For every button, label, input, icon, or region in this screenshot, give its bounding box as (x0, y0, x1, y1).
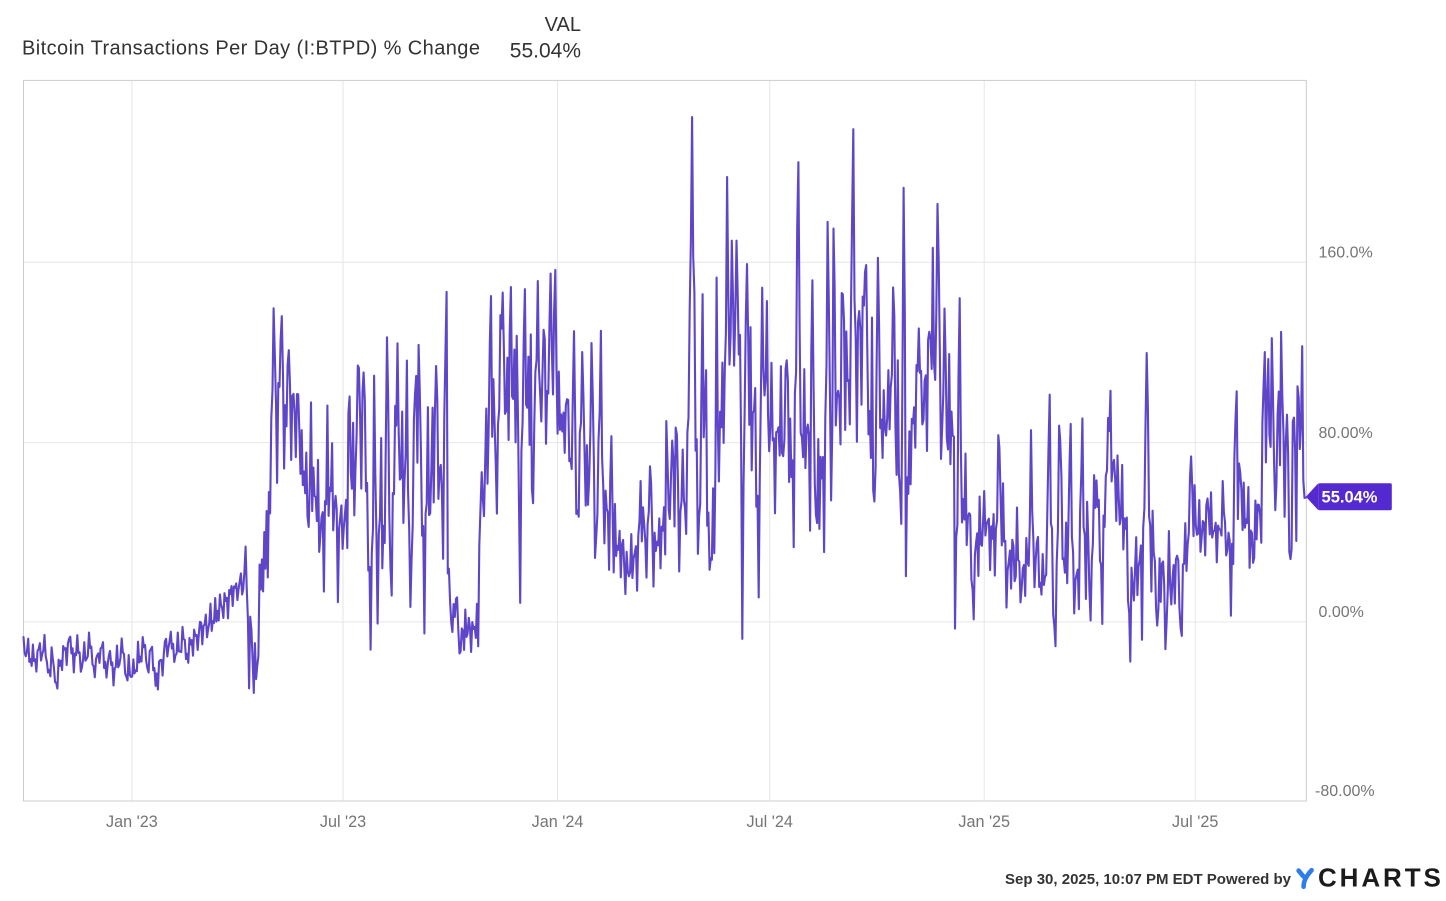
svg-text:CHARTS: CHARTS (1318, 863, 1444, 893)
svg-text:55.04%: 55.04% (510, 40, 581, 63)
svg-text:-80.00%: -80.00% (1315, 783, 1375, 800)
svg-text:VAL: VAL (545, 14, 581, 36)
svg-text:Jul '25: Jul '25 (1172, 813, 1218, 831)
svg-text:80.00%: 80.00% (1319, 425, 1373, 442)
svg-text:Bitcoin Transactions Per Day (: Bitcoin Transactions Per Day (I:BTPD) % … (22, 38, 480, 60)
svg-text:160.0%: 160.0% (1319, 245, 1373, 262)
svg-text:Jan '24: Jan '24 (532, 813, 584, 831)
svg-text:0.00%: 0.00% (1319, 604, 1364, 621)
svg-text:Jul '23: Jul '23 (320, 813, 366, 831)
svg-text:Sep 30, 2025, 10:07 PM EDT Pow: Sep 30, 2025, 10:07 PM EDT Powered by (1005, 871, 1292, 888)
svg-text:55.04%: 55.04% (1322, 489, 1378, 507)
svg-text:Jul '24: Jul '24 (747, 813, 793, 831)
svg-text:Jan '23: Jan '23 (106, 813, 158, 831)
svg-text:Jan '25: Jan '25 (958, 813, 1010, 831)
